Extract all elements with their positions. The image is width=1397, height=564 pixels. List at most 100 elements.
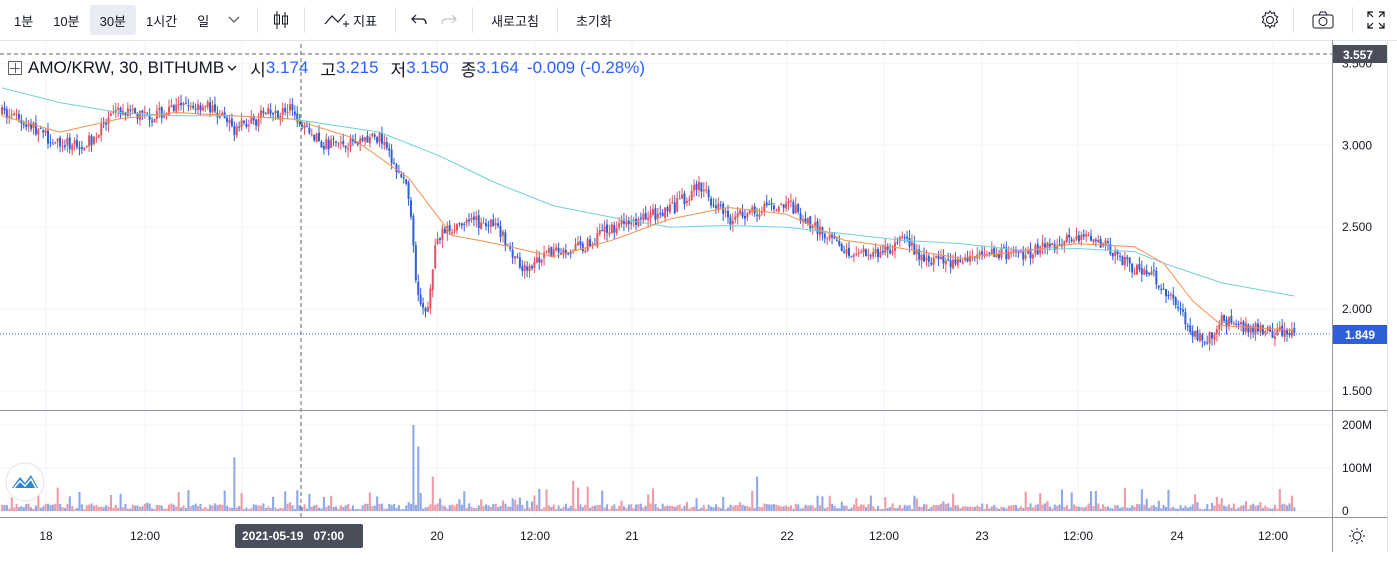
candle-body — [799, 213, 802, 221]
candle-body — [1044, 243, 1047, 248]
candle-body — [540, 259, 543, 263]
candle-body — [405, 179, 408, 184]
volume-bar — [961, 506, 964, 511]
volume-bar — [68, 496, 71, 511]
volume-bar — [315, 504, 318, 511]
volume-bar — [903, 504, 906, 511]
redo-icon[interactable] — [434, 5, 464, 35]
volume-bar — [117, 507, 120, 511]
volume-bar — [61, 507, 64, 511]
candle-body — [596, 232, 599, 247]
interval-day-button[interactable]: 일 — [197, 13, 210, 29]
volume-bar — [799, 508, 802, 511]
volume-bar — [712, 507, 715, 511]
candle-body — [167, 106, 170, 116]
candle-body — [552, 249, 555, 258]
volume-bar — [1237, 507, 1240, 511]
candle-body — [201, 106, 204, 111]
volume-bar — [729, 504, 732, 511]
candle-body — [826, 238, 829, 240]
volume-bar — [291, 505, 294, 511]
axis-settings-gear-icon[interactable] — [1349, 528, 1365, 544]
volume-bar — [816, 495, 819, 511]
candle-body — [235, 126, 238, 136]
candle-body — [898, 236, 901, 242]
interval-dropdown-chevron-icon[interactable] — [219, 5, 249, 35]
symbol-label[interactable]: AMO/KRW, 30, BITHUMB — [28, 58, 225, 77]
volume-bar — [572, 480, 575, 511]
volume-bar — [1215, 496, 1218, 511]
candle-body — [591, 243, 594, 247]
volume-bar — [610, 506, 613, 511]
fullscreen-icon[interactable] — [1361, 5, 1391, 35]
candle-body — [1007, 252, 1010, 259]
volume-bar — [748, 507, 751, 511]
volume-bar — [15, 503, 18, 511]
candle-body — [1208, 331, 1211, 344]
volume-bar — [143, 503, 146, 511]
symbol-chevron-down-icon[interactable] — [226, 63, 238, 73]
candle-body — [622, 220, 625, 224]
volume-bar — [424, 507, 427, 511]
candle-body — [727, 210, 729, 218]
undo-icon[interactable] — [404, 5, 434, 35]
moving-average-slow-line — [1, 87, 1295, 297]
candle-body — [492, 219, 495, 226]
settings-gear-icon[interactable] — [1255, 5, 1285, 35]
candle-body — [172, 104, 175, 111]
volume-bar — [545, 489, 548, 511]
interval-1h-button[interactable]: 1시간 — [146, 13, 178, 29]
candle-body — [318, 132, 321, 142]
volume-bar — [1167, 489, 1170, 511]
volume-bar — [339, 505, 342, 511]
volume-bar — [1281, 504, 1284, 511]
candle-body — [1145, 270, 1148, 275]
candle-body — [160, 106, 163, 118]
interval-30m-button[interactable]: 30분 — [89, 5, 137, 35]
low-value: 3.150 — [406, 58, 449, 77]
crosshair-price-label: 3.557 — [1343, 48, 1373, 62]
candle-body — [221, 112, 224, 116]
interval-10m-button[interactable]: 10분 — [53, 13, 80, 29]
candle-body — [886, 245, 889, 250]
candle-body — [787, 201, 790, 204]
time-axis[interactable]: 18 12:00 20 12:00 21 22 12:00 23 12:00 24 12:00 — [39, 529, 1288, 543]
candle-body — [17, 114, 20, 120]
add-symbol-icon[interactable] — [8, 61, 22, 75]
candle-body — [758, 214, 761, 218]
time-tick-label: 21 — [625, 529, 639, 543]
candle-body — [1152, 270, 1155, 272]
candle-body — [15, 113, 18, 115]
open-value: 3.174 — [265, 58, 309, 77]
volume-tick-label: 0 — [1342, 504, 1349, 518]
interval-1m-button[interactable]: 1분 — [14, 13, 34, 29]
reset-button[interactable]: 초기화 — [575, 13, 612, 29]
volume-bar — [1148, 507, 1151, 511]
candle-body — [390, 149, 393, 164]
candle-body — [1111, 253, 1114, 257]
volume-bar — [848, 509, 851, 511]
candle-body — [857, 252, 860, 254]
volume-bar — [1065, 505, 1068, 511]
candle-body — [192, 105, 195, 108]
screenshot-camera-icon[interactable] — [1308, 5, 1338, 35]
indicators-button[interactable]: 지표 — [313, 5, 387, 35]
candle-body — [949, 260, 952, 268]
volume-bar — [1290, 495, 1293, 511]
candle-body — [702, 189, 705, 192]
candle-body — [388, 148, 391, 151]
volume-bar — [1111, 508, 1114, 511]
volume-bar — [395, 507, 398, 511]
volume-bar — [557, 505, 560, 511]
refresh-button[interactable]: 새로고침 — [491, 13, 539, 29]
candle-body — [124, 112, 127, 116]
candlestick-type-icon[interactable] — [266, 5, 296, 35]
volume-bar — [1220, 498, 1223, 511]
candle-body — [141, 110, 144, 113]
crosshair-date-tag: 2021-05-19 07:00 — [235, 524, 363, 548]
candle-body — [557, 248, 560, 253]
candle-body — [1194, 331, 1197, 337]
volume-bar — [485, 504, 488, 511]
volume-bar — [327, 505, 330, 511]
